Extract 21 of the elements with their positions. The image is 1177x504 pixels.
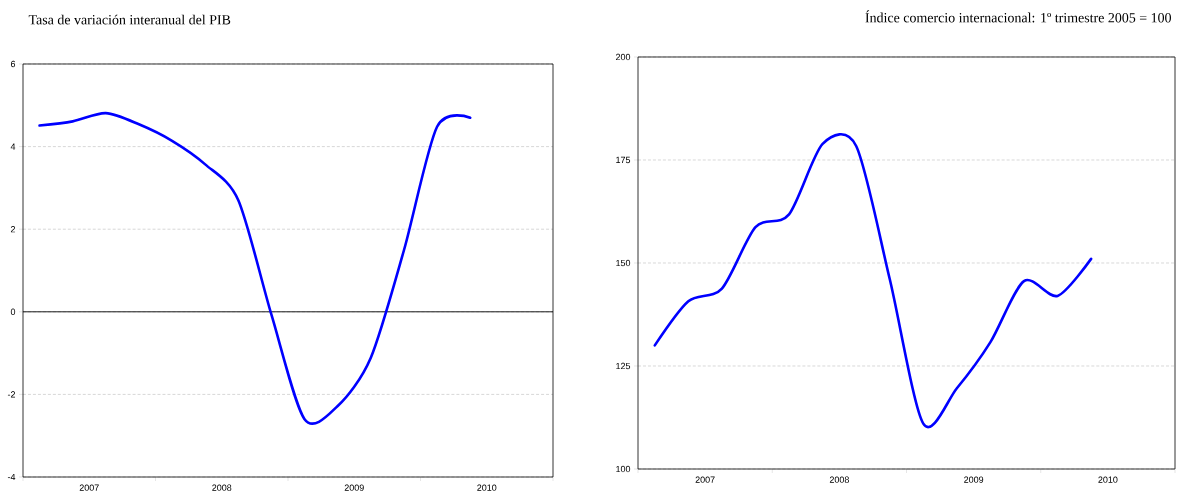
x-tick-label: 2010: [1098, 476, 1118, 483]
x-tick-label: 2009: [344, 484, 364, 491]
y-tick-label: 200: [615, 53, 631, 61]
y-tick-label: 4: [10, 143, 16, 150]
x-tick-label: 2008: [829, 476, 849, 483]
chart-title: Índice comercio internacional: 1º trimestre 2005 = 100: [865, 10, 1171, 23]
y-tick-label: 100: [616, 465, 631, 473]
x-tick-label: 2009: [964, 476, 984, 483]
y-tick-label: -4: [7, 473, 16, 481]
y-tick-label: -2: [7, 391, 16, 398]
y-tick-label: 125: [616, 362, 631, 370]
x-tick-label: 2007: [79, 484, 99, 491]
x-tick-label: 2010: [477, 484, 497, 491]
x-tick-label: 2007: [695, 476, 715, 483]
y-tick-label: 2: [10, 226, 16, 233]
y-tick-label: 150: [616, 259, 631, 267]
y-tick-label: 0: [10, 308, 16, 315]
x-tick-label: 2008: [212, 484, 232, 491]
y-tick-label: 6: [10, 60, 16, 68]
chart-title: Tasa de variación interanual del PIB: [28, 14, 231, 25]
y-tick-label: 175: [616, 156, 631, 164]
